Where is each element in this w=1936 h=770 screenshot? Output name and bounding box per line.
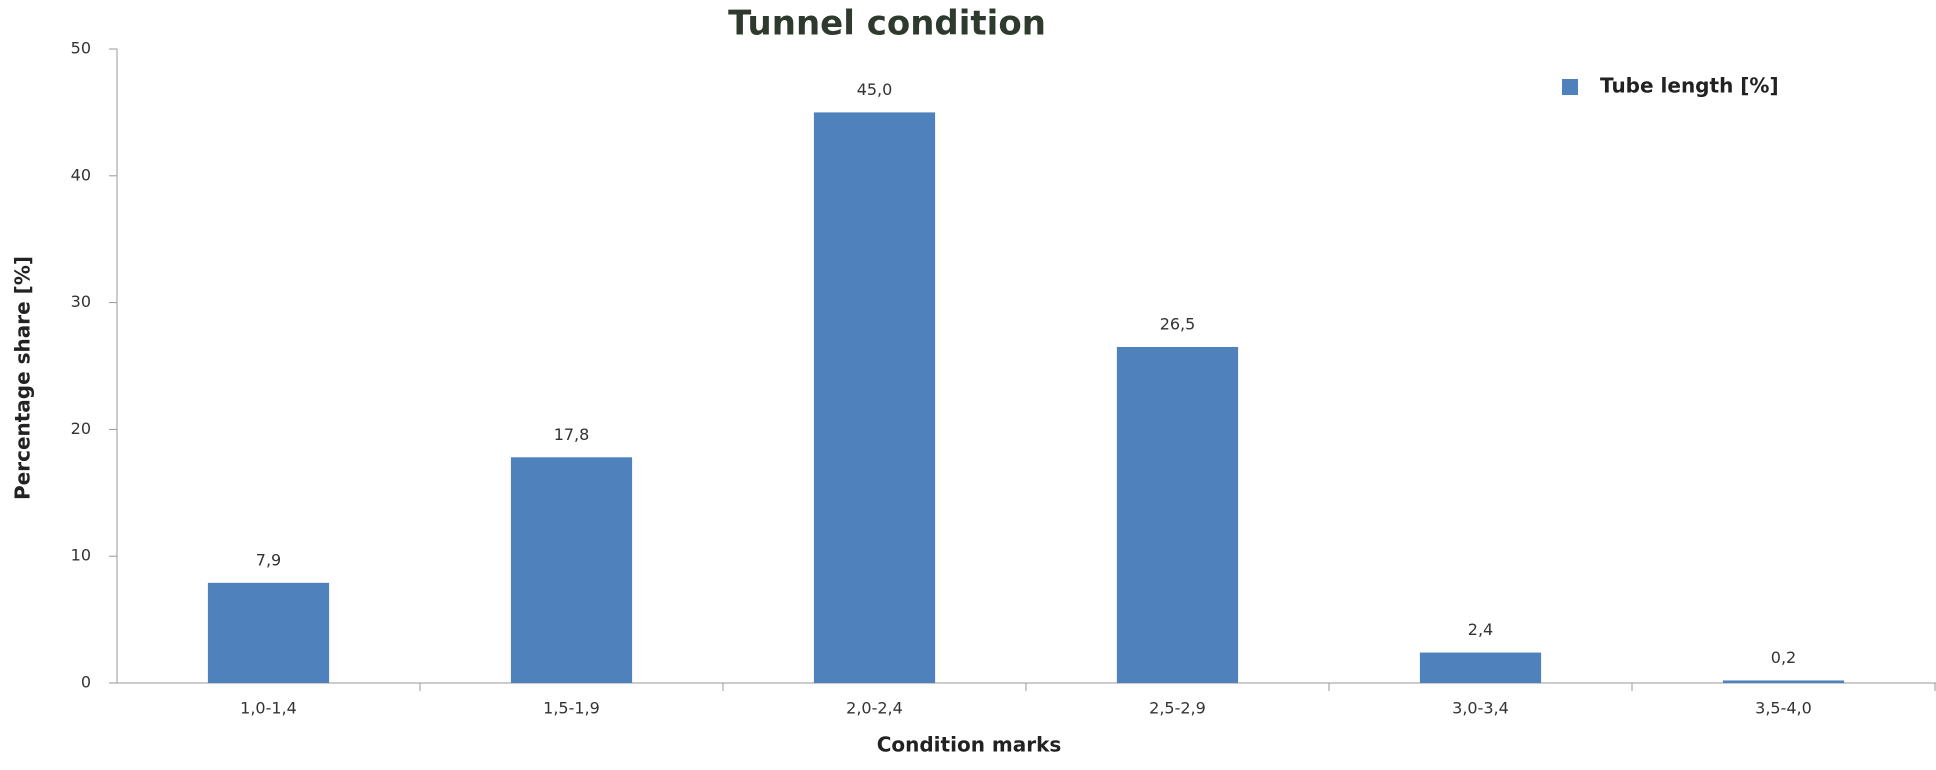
x-tick-label: 2,0-2,4 [846,699,903,718]
chart-title: Tunnel condition [728,4,1046,44]
x-axis-title: Condition marks [877,733,1062,757]
y-tick-label: 10 [71,546,91,565]
x-tick-label: 2,5-2,9 [1149,699,1206,718]
y-axis-title: Percentage share [%] [11,256,35,500]
y-tick-label: 50 [71,39,91,58]
x-tick-label: 3,5-4,0 [1755,699,1812,718]
y-tick-label: 0 [81,673,91,692]
bar [207,582,330,683]
data-label: 7,9 [256,550,281,569]
y-tick-label: 30 [71,292,91,311]
legend-swatch [1562,79,1578,95]
data-label: 0,2 [1771,648,1796,667]
data-label: 45,0 [857,80,893,99]
y-tick-label: 20 [71,419,91,438]
bar [510,457,633,683]
x-tick-label: 1,0-1,4 [240,699,297,718]
data-label: 17,8 [554,425,590,444]
x-tick-label: 1,5-1,9 [543,699,600,718]
legend-label: Tube length [%] [1600,74,1779,98]
x-tick-label: 3,0-3,4 [1452,699,1509,718]
data-label: 2,4 [1468,620,1493,639]
bar [813,112,936,683]
bar [1116,346,1239,683]
data-label: 26,5 [1160,314,1196,333]
bar [1722,680,1845,683]
bar [1419,652,1542,683]
y-tick-label: 40 [71,165,91,184]
